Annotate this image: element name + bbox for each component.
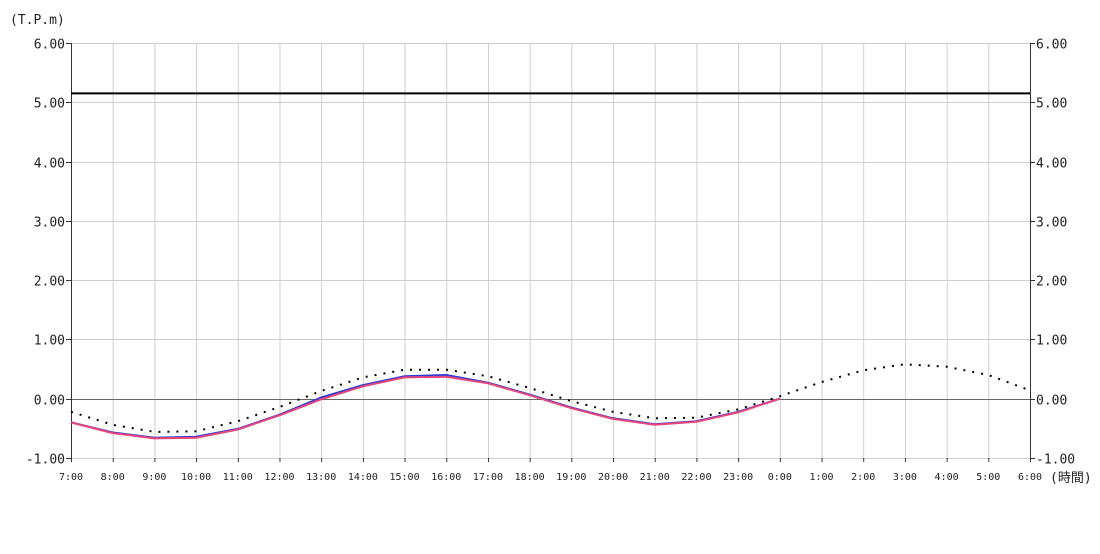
y-tick-label-left: 6.00 (34, 38, 65, 53)
x-tick-label: 5:00 (976, 472, 1000, 483)
y-tick-label-right: 5.00 (1036, 97, 1067, 112)
y-tick-label-right: 4.00 (1036, 157, 1067, 172)
axis-layer (66, 43, 1035, 462)
y-tick-label-left: 2.00 (34, 275, 65, 290)
y-tick-label-right: 6.00 (1036, 38, 1067, 53)
x-tick-label: 0:00 (768, 472, 792, 483)
y-tick-label-left: 1.00 (34, 334, 65, 349)
x-tick-label: 2:00 (851, 472, 875, 483)
x-tick-label: 9:00 (142, 472, 166, 483)
y-tick-label-right: 2.00 (1036, 275, 1067, 290)
y-axis-label: (T.P.m) (10, 13, 65, 28)
grid-layer (71, 43, 1031, 459)
x-tick-label: 20:00 (598, 472, 628, 483)
series-line-0 (70, 363, 1031, 433)
x-axis-label: (時間) (1050, 471, 1092, 486)
x-tick-label: 8:00 (101, 472, 125, 483)
label-layer: (T.P.m) (時間) -1.00 -1.00 0.00 0.00 1.00 1.00 2… (10, 13, 1092, 486)
y-tick-label-left: -1.00 (26, 453, 65, 468)
x-tick-label: 11:00 (223, 472, 253, 483)
x-tick-label: 3:00 (893, 472, 917, 483)
x-tick-label: 1:00 (809, 472, 833, 483)
x-tick-label: 17:00 (473, 472, 503, 483)
x-tick-label: 4:00 (935, 472, 959, 483)
y-tick-label-right: 1.00 (1036, 334, 1067, 349)
y-tick-label-left: 3.00 (34, 216, 65, 231)
x-tick-label: 16:00 (431, 472, 461, 483)
x-tick-label: 21:00 (640, 472, 670, 483)
x-tick-label: 18:00 (515, 472, 545, 483)
x-tick-label: 22:00 (681, 472, 711, 483)
x-tick-label: 13:00 (306, 472, 336, 483)
y-tick-label-right: 3.00 (1036, 216, 1067, 231)
x-tick-label: 14:00 (348, 472, 378, 483)
y-tick-label-left: 5.00 (34, 97, 65, 112)
series-line-1 (70, 374, 781, 439)
series-line-2 (70, 375, 781, 440)
y-tick-label-left: 4.00 (34, 157, 65, 172)
x-tick-label: 10:00 (181, 472, 211, 483)
y-tick-label-right: -1.00 (1036, 453, 1075, 468)
x-tick-label: 15:00 (390, 472, 420, 483)
x-tick-label: 23:00 (723, 472, 753, 483)
x-tick-label: 7:00 (59, 472, 83, 483)
x-tick-label: 6:00 (1018, 472, 1042, 483)
x-tick-label: 12:00 (264, 472, 294, 483)
series-layer (70, 92, 1031, 440)
y-tick-label-left: 0.00 (34, 394, 65, 409)
y-tick-label-right: 0.00 (1036, 394, 1067, 409)
x-tick-label: 19:00 (556, 472, 586, 483)
